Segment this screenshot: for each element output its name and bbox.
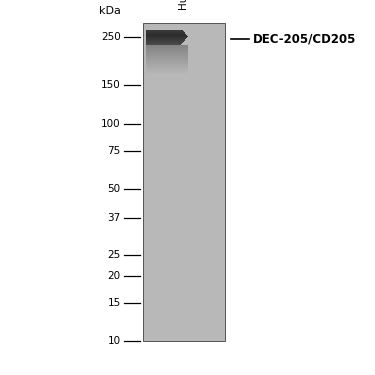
Bar [146, 73, 188, 74]
Bar [146, 62, 188, 63]
Bar [146, 38, 186, 39]
Bar [146, 57, 188, 58]
Bar [146, 50, 188, 51]
Text: 20: 20 [108, 271, 121, 281]
Bar [146, 30, 183, 31]
Bar [146, 37, 187, 38]
Bar [146, 72, 188, 73]
Bar [146, 67, 188, 68]
Bar [146, 68, 188, 69]
Bar [146, 46, 188, 47]
Bar [146, 60, 188, 61]
Bar [146, 63, 188, 64]
Bar [146, 40, 184, 41]
Bar [146, 34, 186, 35]
Text: Human Thymus: Human Thymus [179, 0, 189, 10]
Bar [146, 65, 188, 66]
Text: 75: 75 [108, 146, 121, 156]
Bar [146, 69, 188, 70]
Bar [146, 71, 188, 72]
Bar [146, 43, 182, 44]
Bar [146, 48, 188, 49]
Text: DEC-205/CD205: DEC-205/CD205 [253, 33, 357, 45]
Text: 10: 10 [108, 336, 121, 346]
Text: 37: 37 [108, 213, 121, 223]
Bar [146, 59, 188, 60]
Bar [146, 52, 188, 53]
Bar [142, 23, 225, 341]
Bar [146, 39, 185, 40]
Text: 250: 250 [101, 32, 121, 42]
Bar [146, 66, 188, 67]
Bar [146, 64, 188, 65]
Bar [146, 36, 188, 37]
Bar [146, 49, 188, 50]
Text: 25: 25 [108, 250, 121, 259]
Bar [146, 55, 188, 56]
Bar [146, 58, 188, 59]
Bar [146, 44, 181, 45]
Bar [146, 33, 185, 34]
Bar [146, 32, 184, 33]
Bar [146, 41, 184, 42]
Text: kDa: kDa [99, 6, 121, 16]
Bar [146, 45, 188, 46]
Text: 50: 50 [108, 184, 121, 194]
Bar [146, 53, 188, 54]
Text: 100: 100 [101, 118, 121, 129]
Bar [146, 61, 188, 62]
Bar [146, 70, 188, 71]
Text: 150: 150 [101, 80, 121, 90]
Bar [146, 54, 188, 55]
Bar [146, 42, 183, 43]
Bar [146, 51, 188, 52]
Bar [146, 31, 183, 32]
Text: 15: 15 [108, 298, 121, 308]
Bar [146, 47, 188, 48]
Bar [146, 56, 188, 57]
Bar [146, 35, 187, 36]
